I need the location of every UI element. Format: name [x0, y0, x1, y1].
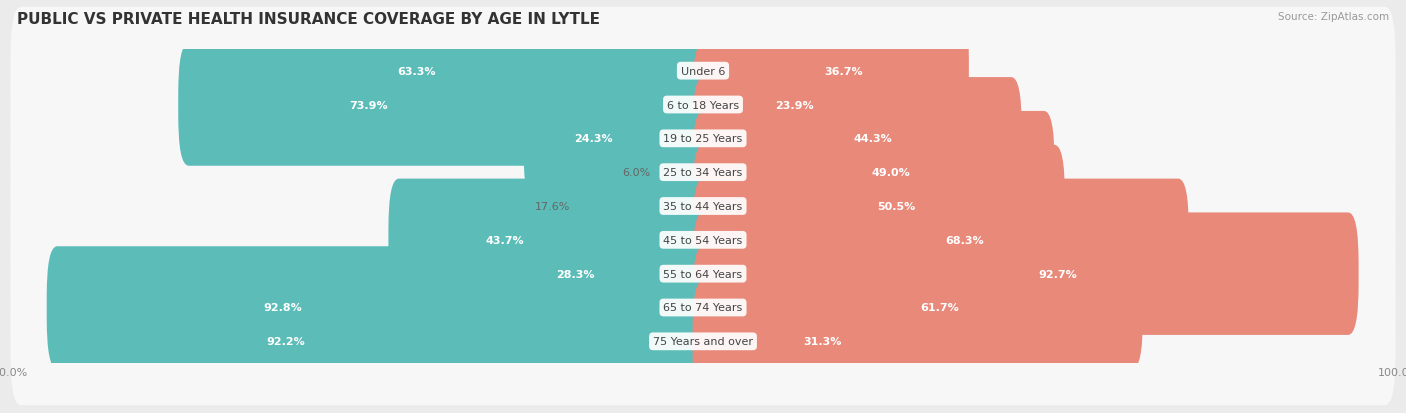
FancyBboxPatch shape — [523, 78, 713, 200]
FancyBboxPatch shape — [10, 176, 1396, 304]
FancyBboxPatch shape — [693, 10, 969, 133]
Text: 6 to 18 Years: 6 to 18 Years — [666, 100, 740, 110]
Text: 44.3%: 44.3% — [853, 134, 891, 144]
FancyBboxPatch shape — [252, 10, 713, 133]
Text: 55 to 64 Years: 55 to 64 Years — [664, 269, 742, 279]
Text: PUBLIC VS PRIVATE HEALTH INSURANCE COVERAGE BY AGE IN LYTLE: PUBLIC VS PRIVATE HEALTH INSURANCE COVER… — [17, 12, 600, 27]
FancyBboxPatch shape — [569, 145, 713, 268]
Text: Under 6: Under 6 — [681, 66, 725, 76]
Text: 92.7%: 92.7% — [1039, 269, 1077, 279]
FancyBboxPatch shape — [179, 44, 713, 166]
Text: 45 to 54 Years: 45 to 54 Years — [664, 235, 742, 245]
FancyBboxPatch shape — [651, 112, 713, 234]
FancyBboxPatch shape — [10, 75, 1396, 203]
FancyBboxPatch shape — [693, 78, 1022, 200]
Text: 24.3%: 24.3% — [574, 134, 613, 144]
Text: 36.7%: 36.7% — [824, 66, 863, 76]
FancyBboxPatch shape — [495, 213, 713, 335]
Text: 50.5%: 50.5% — [877, 202, 915, 211]
Text: 28.3%: 28.3% — [555, 269, 595, 279]
FancyBboxPatch shape — [693, 247, 1143, 369]
FancyBboxPatch shape — [46, 247, 713, 369]
FancyBboxPatch shape — [10, 41, 1396, 169]
FancyBboxPatch shape — [10, 8, 1396, 135]
FancyBboxPatch shape — [10, 109, 1396, 237]
Text: 17.6%: 17.6% — [534, 202, 569, 211]
FancyBboxPatch shape — [693, 44, 880, 166]
FancyBboxPatch shape — [10, 210, 1396, 338]
FancyBboxPatch shape — [10, 143, 1396, 270]
Text: 92.2%: 92.2% — [267, 337, 305, 347]
Text: 75 Years and over: 75 Years and over — [652, 337, 754, 347]
FancyBboxPatch shape — [693, 179, 1189, 301]
Text: 92.8%: 92.8% — [264, 303, 302, 313]
FancyBboxPatch shape — [388, 179, 713, 301]
Text: 25 to 34 Years: 25 to 34 Years — [664, 168, 742, 178]
Text: 65 to 74 Years: 65 to 74 Years — [664, 303, 742, 313]
Text: 23.9%: 23.9% — [775, 100, 814, 110]
FancyBboxPatch shape — [10, 278, 1396, 405]
Text: 63.3%: 63.3% — [398, 66, 436, 76]
Text: 68.3%: 68.3% — [945, 235, 984, 245]
FancyBboxPatch shape — [693, 213, 1358, 335]
FancyBboxPatch shape — [10, 244, 1396, 372]
Text: 73.9%: 73.9% — [349, 100, 388, 110]
Text: 35 to 44 Years: 35 to 44 Years — [664, 202, 742, 211]
Text: 19 to 25 Years: 19 to 25 Years — [664, 134, 742, 144]
Text: 49.0%: 49.0% — [872, 168, 910, 178]
Text: 6.0%: 6.0% — [623, 168, 651, 178]
Text: 61.7%: 61.7% — [920, 303, 959, 313]
Text: 43.7%: 43.7% — [486, 235, 524, 245]
FancyBboxPatch shape — [51, 280, 713, 403]
Text: 31.3%: 31.3% — [804, 337, 842, 347]
FancyBboxPatch shape — [693, 280, 931, 403]
Text: Source: ZipAtlas.com: Source: ZipAtlas.com — [1278, 12, 1389, 22]
FancyBboxPatch shape — [693, 145, 1064, 268]
FancyBboxPatch shape — [693, 112, 1054, 234]
